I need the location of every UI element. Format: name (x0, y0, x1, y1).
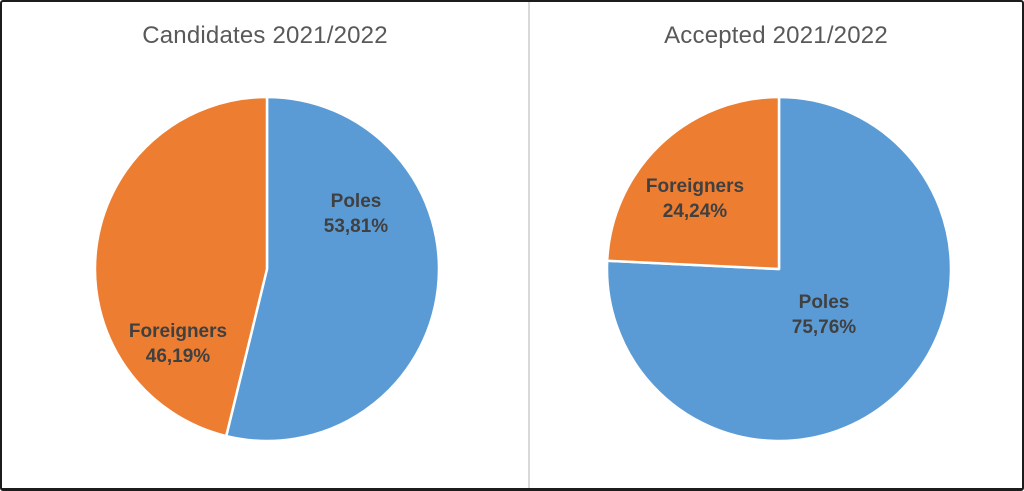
chart-title-candidates: Candidates 2021/2022 (142, 22, 388, 49)
slice-label-poles: Poles 53,81% (324, 191, 389, 237)
pie-chart-candidates: Poles 53,81% Foreigners 46,19% (93, 95, 441, 443)
panel-candidates: Candidates 2021/2022 Poles 53,81% Foreigne… (2, 2, 528, 488)
pie-slice-foreigners (93, 95, 269, 438)
slice-label-foreigners: Foreigners 24,24% (646, 176, 744, 222)
pie-slice-foreigners (605, 95, 781, 271)
panel-divider (528, 2, 530, 488)
pie-slice-poles (224, 95, 441, 443)
panel-accepted: Accepted 2021/2022 Poles 75,76% Foreigners… (530, 2, 1022, 488)
slice-label-foreigners: Foreigners 46,19% (129, 321, 227, 367)
chart-title-accepted: Accepted 2021/2022 (664, 22, 888, 49)
slice-label-poles: Poles 75,76% (792, 292, 857, 338)
pie-chart-accepted: Poles 75,76% Foreigners 24,24% (605, 95, 953, 443)
